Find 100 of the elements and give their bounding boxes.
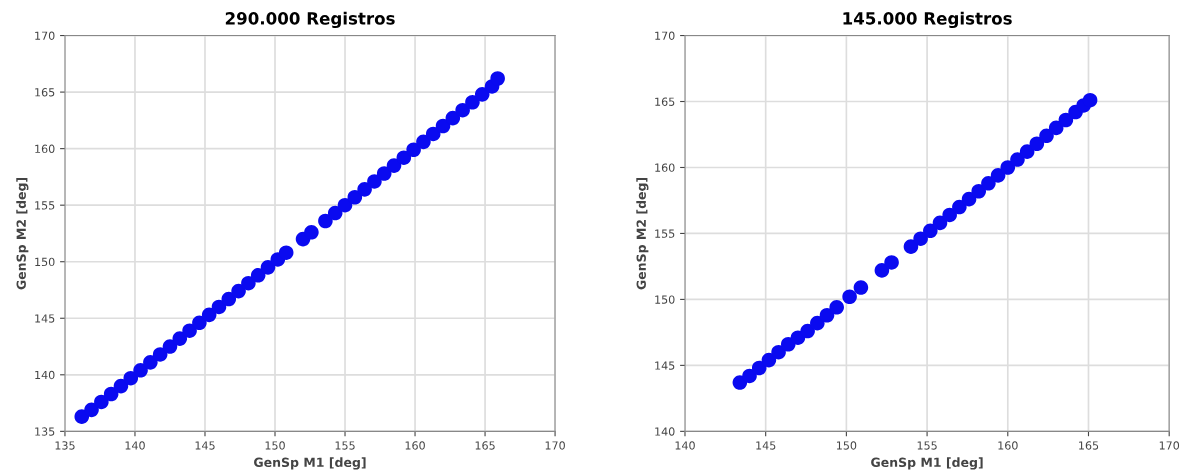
- point: [445, 110, 461, 126]
- point: [1010, 152, 1025, 167]
- point: [961, 191, 977, 207]
- point: [103, 386, 119, 402]
- x-tick-label: 170: [545, 441, 565, 450]
- point: [386, 158, 402, 173]
- point: [810, 315, 825, 331]
- y-tick-label: 135: [35, 427, 55, 436]
- point: [304, 225, 319, 240]
- y-tick-label: 150: [655, 295, 675, 304]
- point: [1019, 144, 1035, 159]
- point: [327, 205, 343, 221]
- y-tick-label: 155: [655, 229, 675, 238]
- point: [771, 344, 786, 360]
- point: [990, 168, 1006, 183]
- point: [800, 323, 815, 339]
- point: [152, 347, 168, 362]
- x-tick-label: 160: [998, 441, 1018, 450]
- point: [201, 307, 217, 323]
- point: [435, 118, 451, 134]
- x-tick-label: 145: [756, 441, 776, 450]
- point: [1048, 120, 1064, 136]
- point: [874, 263, 890, 278]
- point: [278, 245, 294, 260]
- point: [416, 134, 431, 150]
- point: [981, 176, 996, 191]
- x-tick-label: 170: [1159, 441, 1180, 450]
- x-tick-label: 150: [837, 441, 857, 450]
- point: [172, 331, 188, 346]
- y-tick-label: 150: [35, 257, 55, 267]
- y-tick-label: 170: [35, 31, 55, 40]
- point: [425, 126, 441, 142]
- point: [347, 189, 363, 205]
- point: [337, 197, 353, 213]
- point: [751, 360, 767, 376]
- point: [455, 102, 470, 118]
- point: [133, 362, 148, 378]
- x-tick-label: 155: [917, 441, 937, 450]
- point: [842, 289, 857, 305]
- x-tick-label: 150: [265, 441, 285, 450]
- point: [942, 207, 957, 223]
- point: [932, 215, 948, 231]
- point: [84, 402, 99, 418]
- y-tick-label: 155: [35, 201, 55, 210]
- point: [162, 339, 178, 354]
- y-tick-label: 140: [35, 370, 55, 380]
- point: [192, 315, 207, 331]
- chart-title: 145.000 Registros: [843, 11, 1012, 29]
- x-axis-title: GenSp M1 [deg]: [871, 457, 983, 470]
- point: [94, 394, 109, 410]
- y-tick-label: 145: [35, 314, 55, 323]
- point: [913, 231, 928, 247]
- point: [406, 142, 421, 158]
- y-axis-title: GenSp M2 [deg]: [636, 177, 649, 290]
- point: [761, 352, 777, 368]
- point: [250, 268, 266, 283]
- y-tick-label: 160: [655, 163, 675, 172]
- point: [182, 323, 197, 338]
- y-axis-title: GenSp M2 [deg]: [16, 177, 29, 290]
- y-tick-label: 170: [655, 31, 675, 40]
- point: [376, 166, 392, 181]
- y-tick-label: 165: [655, 97, 675, 106]
- point: [742, 368, 757, 384]
- point: [971, 183, 987, 199]
- point: [853, 280, 869, 295]
- x-tick-label: 165: [1079, 441, 1099, 450]
- point: [211, 299, 227, 315]
- point: [221, 291, 237, 307]
- point: [1029, 136, 1045, 152]
- y-tick-label: 165: [35, 88, 55, 97]
- x-axis-title: GenSp M1 [deg]: [254, 457, 366, 470]
- point: [318, 213, 333, 229]
- y-tick-label: 160: [35, 144, 55, 154]
- x-tick-label: 145: [195, 441, 215, 450]
- point: [952, 199, 967, 215]
- point: [1058, 112, 1074, 128]
- chart-title: 290.000 Registros: [225, 11, 395, 29]
- point: [123, 370, 139, 386]
- point: [260, 260, 276, 275]
- point: [1000, 160, 1016, 175]
- x-tick-label: 155: [335, 441, 355, 450]
- point: [903, 239, 919, 254]
- point: [396, 150, 412, 165]
- point: [241, 275, 256, 291]
- x-tick-label: 140: [125, 441, 145, 450]
- point: [367, 174, 382, 189]
- point: [923, 223, 938, 239]
- point: [819, 307, 835, 323]
- y-tick-label: 145: [655, 361, 675, 370]
- y-tick-label: 140: [655, 427, 675, 436]
- point: [1082, 92, 1098, 108]
- x-tick-label: 135: [55, 441, 75, 450]
- point: [829, 300, 844, 315]
- point: [357, 182, 372, 197]
- point: [231, 283, 246, 299]
- x-tick-label: 140: [675, 441, 695, 450]
- point: [884, 255, 899, 270]
- point: [113, 378, 129, 394]
- x-tick-label: 165: [475, 441, 495, 450]
- point: [465, 94, 480, 110]
